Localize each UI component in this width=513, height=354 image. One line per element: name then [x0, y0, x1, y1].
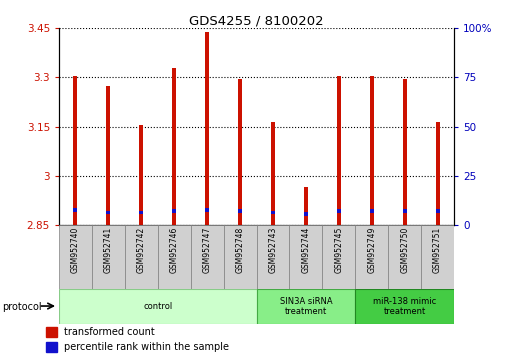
Bar	[125, 225, 158, 289]
Text: percentile rank within the sample: percentile rank within the sample	[64, 342, 229, 352]
Text: control: control	[143, 302, 172, 311]
Bar	[238, 79, 242, 225]
Bar	[355, 289, 454, 324]
Bar	[140, 211, 143, 214]
Bar	[436, 210, 440, 213]
Bar	[256, 289, 355, 324]
Text: GSM952744: GSM952744	[301, 227, 310, 273]
Bar	[191, 225, 224, 289]
Bar	[289, 225, 322, 289]
Title: GDS4255 / 8100202: GDS4255 / 8100202	[189, 14, 324, 27]
Text: transformed count: transformed count	[64, 327, 154, 337]
Bar	[158, 225, 191, 289]
Text: GSM952743: GSM952743	[268, 227, 278, 273]
Bar	[403, 79, 407, 225]
Text: GSM952747: GSM952747	[203, 227, 212, 273]
Bar	[421, 225, 454, 289]
Text: miR-138 mimic
treatment: miR-138 mimic treatment	[373, 297, 436, 316]
Bar	[304, 212, 308, 216]
Text: GSM952749: GSM952749	[367, 227, 376, 273]
Bar	[73, 76, 77, 225]
Bar	[304, 187, 308, 225]
Bar	[205, 32, 209, 225]
Bar	[46, 327, 57, 337]
Bar	[106, 86, 110, 225]
Bar	[271, 122, 275, 225]
Bar	[172, 210, 176, 213]
Bar	[59, 225, 92, 289]
Bar	[59, 289, 256, 324]
Bar	[337, 210, 341, 213]
Text: GSM952741: GSM952741	[104, 227, 113, 273]
Bar	[271, 211, 275, 214]
Bar	[224, 225, 256, 289]
Text: GSM952751: GSM952751	[433, 227, 442, 273]
Bar	[355, 225, 388, 289]
Bar	[256, 225, 289, 289]
Bar	[106, 211, 110, 214]
Bar	[337, 76, 341, 225]
Bar	[322, 225, 355, 289]
Text: GSM952750: GSM952750	[400, 227, 409, 273]
Bar	[46, 342, 57, 352]
Text: protocol: protocol	[3, 302, 42, 312]
Bar	[205, 209, 209, 212]
Text: GSM952745: GSM952745	[334, 227, 343, 273]
Text: GSM952742: GSM952742	[137, 227, 146, 273]
Bar	[238, 210, 242, 213]
Text: GSM952748: GSM952748	[235, 227, 245, 273]
Text: GSM952746: GSM952746	[170, 227, 179, 273]
Bar	[370, 210, 373, 213]
Bar	[92, 225, 125, 289]
Bar	[73, 209, 77, 212]
Bar	[403, 210, 407, 213]
Bar	[436, 122, 440, 225]
Text: SIN3A siRNA
treatment: SIN3A siRNA treatment	[280, 297, 332, 316]
Bar	[140, 125, 143, 225]
Bar	[370, 76, 373, 225]
Text: GSM952740: GSM952740	[71, 227, 80, 273]
Bar	[172, 68, 176, 225]
Bar	[388, 225, 421, 289]
